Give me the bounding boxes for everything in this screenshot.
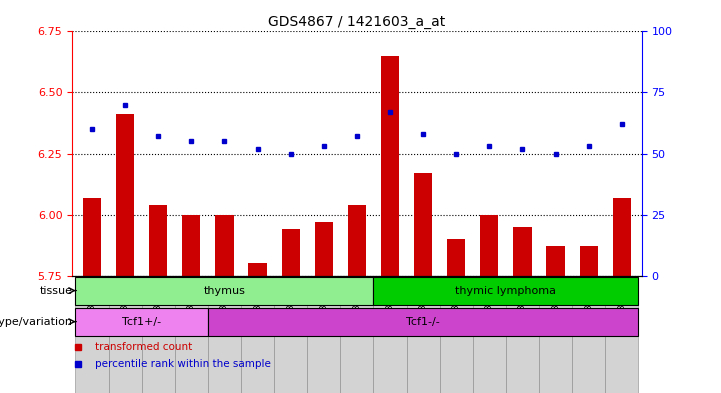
FancyBboxPatch shape: [76, 277, 373, 305]
Bar: [547, 246, 565, 275]
Bar: [480, 215, 498, 275]
Text: thymus: thymus: [203, 286, 245, 296]
Bar: [414, 173, 432, 275]
Bar: [580, 246, 598, 275]
FancyBboxPatch shape: [473, 278, 506, 393]
FancyBboxPatch shape: [307, 278, 340, 393]
FancyBboxPatch shape: [76, 278, 109, 393]
FancyBboxPatch shape: [274, 278, 307, 393]
FancyBboxPatch shape: [76, 308, 208, 336]
FancyBboxPatch shape: [241, 278, 274, 393]
Text: tissue: tissue: [40, 286, 73, 296]
FancyBboxPatch shape: [208, 308, 638, 336]
FancyBboxPatch shape: [605, 278, 638, 393]
Text: Tcf1+/-: Tcf1+/-: [122, 317, 162, 327]
FancyBboxPatch shape: [373, 278, 407, 393]
Bar: [249, 263, 267, 275]
Bar: [216, 215, 234, 275]
Bar: [513, 227, 531, 275]
FancyBboxPatch shape: [407, 278, 440, 393]
FancyBboxPatch shape: [572, 278, 605, 393]
Text: transformed count: transformed count: [95, 342, 192, 352]
FancyBboxPatch shape: [109, 278, 141, 393]
Text: Tcf1-/-: Tcf1-/-: [406, 317, 440, 327]
FancyBboxPatch shape: [440, 278, 473, 393]
FancyBboxPatch shape: [340, 278, 373, 393]
Bar: [314, 222, 333, 275]
Text: percentile rank within the sample: percentile rank within the sample: [95, 360, 271, 369]
Bar: [348, 205, 366, 275]
FancyBboxPatch shape: [539, 278, 572, 393]
FancyBboxPatch shape: [174, 278, 208, 393]
Bar: [83, 198, 101, 275]
FancyBboxPatch shape: [373, 277, 638, 305]
Title: GDS4867 / 1421603_a_at: GDS4867 / 1421603_a_at: [268, 15, 446, 29]
Bar: [447, 239, 465, 275]
Text: thymic lymphoma: thymic lymphoma: [456, 286, 557, 296]
Text: genotype/variation: genotype/variation: [0, 317, 73, 327]
FancyBboxPatch shape: [141, 278, 174, 393]
Bar: [149, 205, 167, 275]
Bar: [116, 114, 134, 275]
Bar: [282, 229, 300, 275]
Bar: [182, 215, 200, 275]
Bar: [381, 56, 399, 275]
FancyBboxPatch shape: [506, 278, 539, 393]
Bar: [613, 198, 631, 275]
FancyBboxPatch shape: [208, 278, 241, 393]
